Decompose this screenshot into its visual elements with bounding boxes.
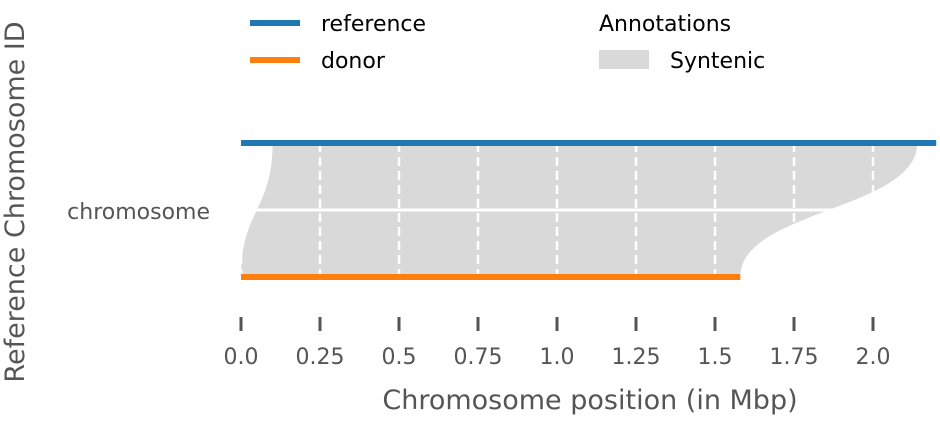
x-tick-label: 1.5 bbox=[698, 345, 733, 370]
y-axis-label: Reference Chromosome ID bbox=[0, 21, 31, 382]
x-tick-label: 1.75 bbox=[770, 345, 819, 370]
series-layer bbox=[241, 140, 937, 280]
y-category-label: chromosome bbox=[67, 200, 210, 225]
x-tick-label: 1.0 bbox=[540, 345, 575, 370]
x-tick-label: 0.75 bbox=[454, 345, 503, 370]
x-tick-label: 0.25 bbox=[296, 345, 345, 370]
legend: reference donor Annotations Syntenic bbox=[250, 12, 765, 74]
x-tick-label: 0.0 bbox=[224, 345, 259, 370]
x-axis: 0.0 0.25 0.5 0.75 1.0 1.25 1.5 1.75 2.0 bbox=[224, 317, 891, 370]
legend-annotations-title: Annotations bbox=[599, 12, 731, 37]
legend-swatch-syntenic bbox=[599, 50, 649, 69]
grid-layer bbox=[150, 143, 940, 277]
legend-label-donor: donor bbox=[321, 49, 386, 74]
legend-label-syntenic: Syntenic bbox=[670, 49, 765, 74]
x-tick-label: 2.0 bbox=[856, 345, 891, 370]
x-tick-label: 1.25 bbox=[612, 345, 661, 370]
legend-label-reference: reference bbox=[321, 12, 426, 37]
x-axis-label: Chromosome position (in Mbp) bbox=[382, 385, 797, 416]
x-tick-label: 0.5 bbox=[382, 345, 417, 370]
